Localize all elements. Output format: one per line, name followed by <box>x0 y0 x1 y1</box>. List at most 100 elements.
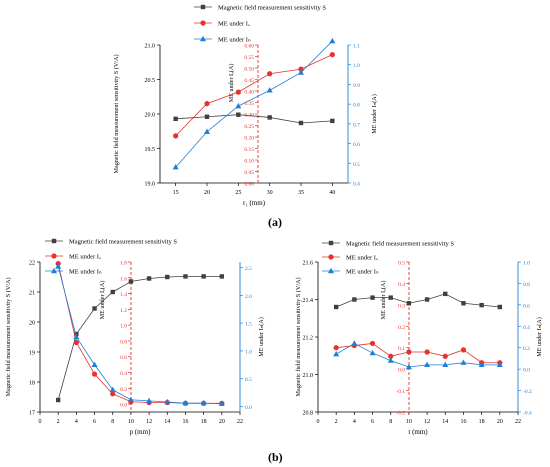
data-point <box>110 391 116 397</box>
mid-tick-label: -0.2 <box>396 411 405 417</box>
data-point <box>442 353 448 359</box>
x-tick-label: 14 <box>442 419 448 425</box>
right-tick-label: 0.6 <box>523 303 530 309</box>
chart-panel-0: 19.0 19.5 20.0 20.5 21.0 15 20 25 30 35 40 0.00 0.05… <box>113 5 378 208</box>
mid-axis-label: ME under Iₐ(A) <box>99 281 106 320</box>
x-tick-label: 14 <box>164 419 170 425</box>
mid-tick-label: 0.6 <box>120 355 127 361</box>
left-tick-label: 21.0 <box>145 44 156 50</box>
data-point <box>128 279 134 284</box>
x-tick-label: 0 <box>317 419 320 425</box>
data-point <box>333 345 339 351</box>
x-tick-label: 6 <box>371 419 374 425</box>
left-tick-label: 20 <box>29 321 35 327</box>
left-tick-label: 20.5 <box>145 78 156 84</box>
data-point <box>424 297 430 302</box>
left-tick-label: 21 <box>29 291 35 297</box>
mid-tick-label: 0.45 <box>244 78 254 84</box>
right-tick-label: 0.9 <box>353 83 360 89</box>
left-tick-label: 19.0 <box>145 182 156 188</box>
mid-tick-label: 0.40 <box>244 90 254 96</box>
mid-tick-label: 0.25 <box>244 124 254 130</box>
series-line-1 <box>57 263 222 404</box>
x-tick-label: 20 <box>219 419 225 425</box>
right-tick-label: 2.5 <box>245 266 252 272</box>
data-point <box>329 37 336 44</box>
series-line-0 <box>336 293 500 308</box>
data-point <box>55 397 61 403</box>
x-tick-label: 35 <box>298 190 304 196</box>
right-tick-label: 0.4 <box>523 325 530 331</box>
left-axis-label: Magnetic field measurement sensitivity S… <box>295 277 302 396</box>
panel-label-a: (a) <box>268 215 282 229</box>
x-tick-label: 22 <box>515 419 521 425</box>
right-tick-label: 0.2 <box>523 346 530 352</box>
x-tick-label: 25 <box>235 190 241 196</box>
data-point <box>405 363 412 370</box>
data-point <box>172 164 179 170</box>
left-tick-label: 20.0 <box>145 113 156 119</box>
mid-tick-label: 0.05 <box>244 170 254 176</box>
x-tick-label: 10 <box>406 419 412 425</box>
data-point <box>91 361 98 367</box>
data-point <box>460 347 467 353</box>
x-axis-label: p (mm) <box>130 428 151 436</box>
series-line-1 <box>336 343 500 364</box>
mid-tick-label: 1.8 <box>120 261 127 267</box>
x-axis-label: t (mm) <box>408 428 428 436</box>
data-point <box>173 116 178 122</box>
right-tick-label: 0.5 <box>353 162 360 168</box>
mid-tick-label: 0.10 <box>244 159 254 165</box>
x-tick-label: 18 <box>479 419 485 425</box>
legend-marker <box>51 267 57 274</box>
chart-panel-2: 20.821.021.221.421.60 2 4 6 8 10 12 14 16 18 20 22-… <box>295 241 543 437</box>
data-point <box>127 396 134 402</box>
data-point <box>266 87 273 93</box>
mid-tick-label: 0.4 <box>120 371 127 377</box>
mid-axis-label: ME under Iₐ(A) <box>228 64 235 103</box>
chart-panel-1: 17 18 19 20 21 22 0 2 4 6 8 10 12 14 16 18 20 22 0.0 0.2 0.4… <box>5 239 265 437</box>
left-tick-label: 20.8 <box>303 411 314 417</box>
series-line-0 <box>57 275 222 401</box>
series-line-0 <box>175 114 333 124</box>
x-tick-label: 0 <box>39 419 42 425</box>
x-axis-label: r₁ (mm) <box>243 199 266 207</box>
right-tick-label: 2.0 <box>245 294 252 300</box>
data-point <box>204 128 210 134</box>
data-point <box>333 304 339 310</box>
data-point <box>351 340 358 346</box>
data-point <box>92 306 97 311</box>
data-point <box>387 357 394 363</box>
x-tick-label: 10 <box>128 419 134 425</box>
mid-tick-label: 1.4 <box>120 292 127 298</box>
legend-label: ME under Iₐ <box>218 21 250 28</box>
x-tick-label: 4 <box>353 419 356 425</box>
data-point <box>146 397 153 404</box>
data-point <box>406 349 412 355</box>
mid-tick-label: 0.35 <box>244 101 254 107</box>
legend-label: Magnetic field measurement sensitivity S <box>69 239 177 246</box>
data-point <box>329 52 335 58</box>
x-tick-label: 40 <box>329 190 335 196</box>
data-point <box>200 399 207 406</box>
right-tick-label: 0.5 <box>245 377 252 383</box>
right-tick-label: 0.7 <box>353 122 360 128</box>
data-point <box>298 69 304 75</box>
data-point <box>496 361 503 368</box>
left-axis-label: Magnetic field measurement sensitivity S… <box>5 277 12 396</box>
data-point <box>370 295 375 300</box>
right-tick-label: 1.0 <box>523 261 530 267</box>
data-point <box>497 304 503 310</box>
x-tick-label: 4 <box>75 419 78 425</box>
legend-marker <box>200 35 206 42</box>
data-point <box>478 361 485 368</box>
x-tick-label: 15 <box>173 190 179 196</box>
mid-tick-label: 1.6 <box>120 276 127 282</box>
data-point <box>442 361 449 368</box>
data-point <box>201 274 206 279</box>
data-point <box>298 66 304 72</box>
x-tick-label: 16 <box>182 419 188 425</box>
series-line-1 <box>175 54 333 137</box>
data-point <box>165 274 170 280</box>
data-point <box>424 361 431 368</box>
